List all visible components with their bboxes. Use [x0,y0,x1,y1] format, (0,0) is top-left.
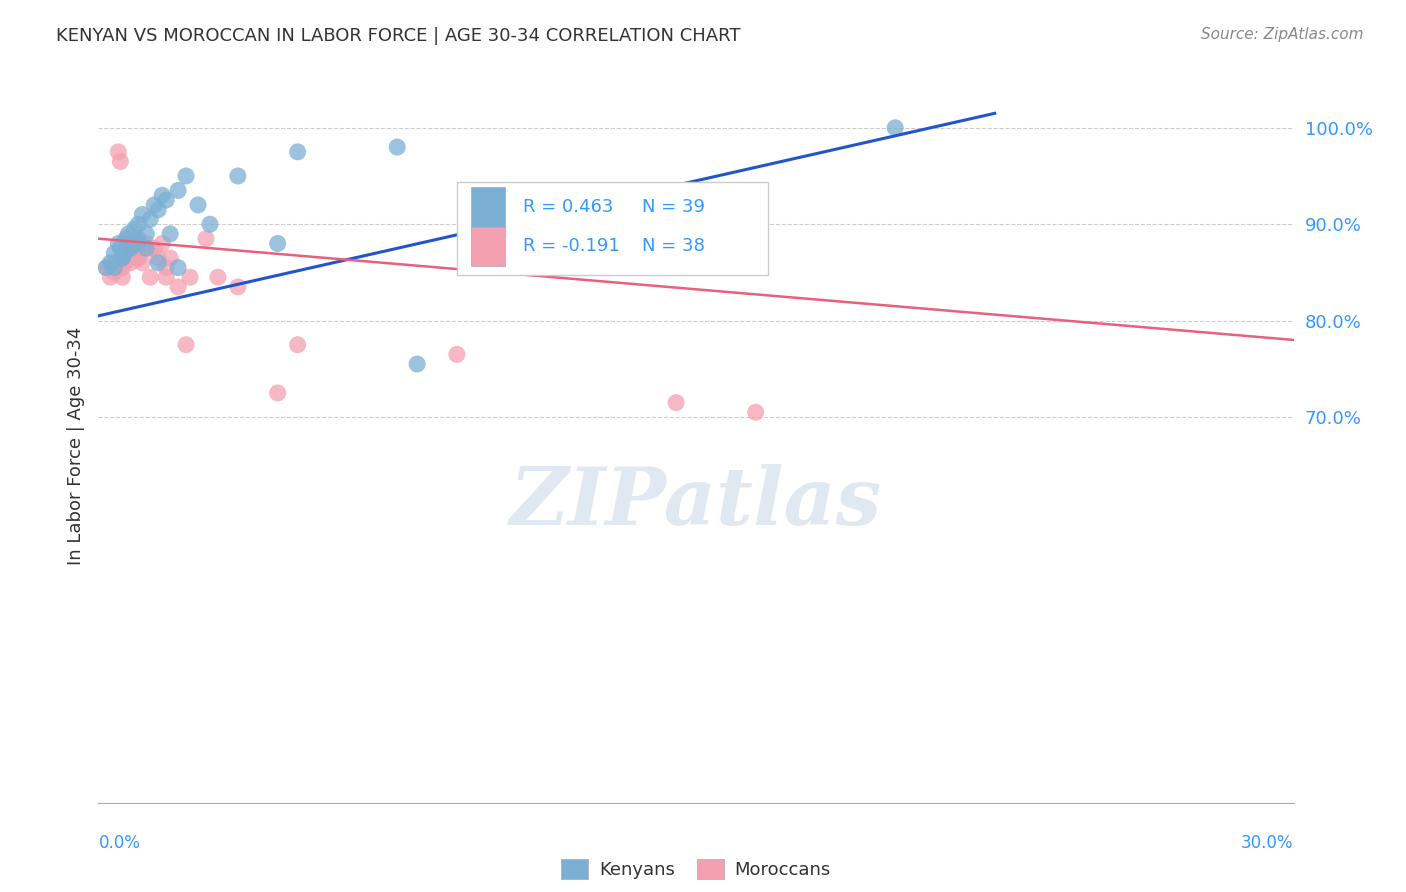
Point [98,270,122,285]
Text: 0.0%: 0.0% [98,834,141,852]
Text: N = 39: N = 39 [643,198,706,216]
Point [187,198,209,212]
Point [117,236,139,251]
Point [195,232,218,246]
Point [120,246,142,260]
Point [148,202,170,217]
Point [103,265,125,279]
Point [111,270,134,285]
Point [127,232,149,246]
Point [107,236,129,251]
Point [124,246,146,260]
Point [150,188,173,202]
Point [167,184,190,198]
Point [107,145,129,159]
Text: KENYAN VS MOROCCAN IN LABOR FORCE | AGE 30-34 CORRELATION CHART: KENYAN VS MOROCCAN IN LABOR FORCE | AGE … [56,27,741,45]
Point [150,236,173,251]
Point [745,405,768,419]
Point [110,241,132,255]
Point [198,217,221,231]
Point [287,145,309,159]
Point [159,227,181,241]
Point [143,241,166,255]
Point [174,169,197,183]
Point [121,251,143,265]
Point [287,337,309,351]
Point [135,241,157,255]
Point [103,256,125,270]
Point [115,232,138,246]
FancyBboxPatch shape [457,182,768,275]
Point [96,260,118,275]
Point [111,251,134,265]
Point [148,251,170,265]
Point [884,120,907,135]
Point [96,260,118,275]
Point [207,270,229,285]
Point [121,236,143,251]
Point [226,280,249,294]
Text: R = -0.191: R = -0.191 [523,237,620,255]
Point [406,357,429,371]
Point [159,251,181,265]
Point [131,256,153,270]
Point [127,251,149,265]
Point [267,386,290,401]
Point [179,270,201,285]
Point [226,169,249,183]
Point [103,260,125,275]
Point [112,246,135,260]
Point [111,260,134,275]
Point [127,251,149,265]
Text: ZIPatlas: ZIPatlas [510,465,882,541]
Point [446,347,468,361]
Point [117,227,139,241]
Point [127,217,149,231]
Point [120,241,142,255]
Text: Source: ZipAtlas.com: Source: ZipAtlas.com [1201,27,1364,42]
FancyBboxPatch shape [471,227,505,266]
Legend: Kenyans, Moroccans: Kenyans, Moroccans [554,852,838,887]
Point [131,208,153,222]
Point [111,251,134,265]
Text: N = 38: N = 38 [643,237,704,255]
FancyBboxPatch shape [471,187,505,227]
Point [103,246,125,260]
Point [127,236,149,251]
Point [385,140,409,154]
Point [120,241,142,255]
Point [174,337,197,351]
Point [110,154,132,169]
Y-axis label: In Labor Force | Age 30-34: In Labor Force | Age 30-34 [66,326,84,566]
Point [155,193,177,207]
Point [98,256,122,270]
Point [167,280,190,294]
Point [124,222,146,236]
Point [167,260,190,275]
Text: 30.0%: 30.0% [1241,834,1294,852]
Point [135,227,157,241]
Point [148,256,170,270]
Point [112,256,135,270]
Text: R = 0.463: R = 0.463 [523,198,613,216]
Point [267,236,290,251]
Point [155,270,177,285]
Point [155,260,177,275]
Point [143,198,166,212]
Point [139,241,162,255]
Point [120,256,142,270]
Point [139,212,162,227]
Point [665,395,688,409]
Point [139,270,162,285]
Point [135,236,157,251]
Point [115,232,138,246]
